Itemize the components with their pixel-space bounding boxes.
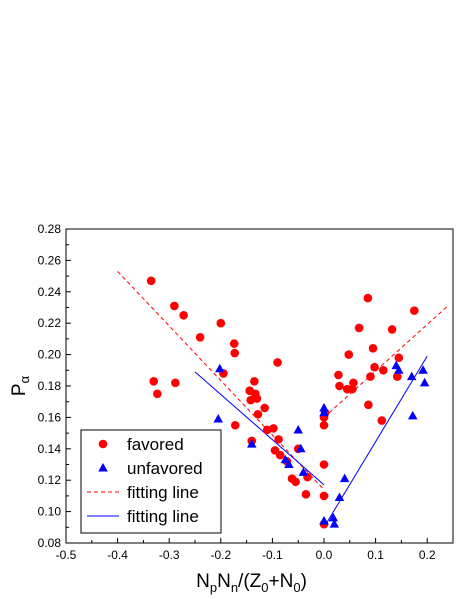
favored-point	[319, 420, 329, 430]
unfavored-point	[406, 371, 417, 381]
favored-point	[229, 339, 239, 348]
favored-point	[377, 416, 387, 425]
legend: favored unfavored fitting line fitting line	[80, 429, 222, 534]
favored-point	[394, 353, 404, 363]
y-tick-label: 0.16	[38, 410, 62, 424]
favored-point	[363, 293, 373, 303]
y-tick-label: 0.20	[38, 348, 62, 362]
favored-point	[349, 378, 358, 388]
unfavored-point	[247, 439, 257, 448]
unfavored-point	[339, 473, 350, 483]
legend-symbol-favored	[98, 439, 108, 449]
favored-point	[334, 370, 343, 380]
favored-point	[370, 362, 379, 372]
x-tick-label: -0.2	[210, 548, 231, 562]
favored-point	[230, 348, 240, 358]
unfavored-point	[293, 424, 303, 434]
y-tick-label: 0.28	[38, 222, 62, 236]
favored-point	[171, 378, 180, 388]
x-axis-label: NpNn/(Z0+N0)	[196, 571, 307, 595]
y-tick-label: 0.18	[38, 379, 62, 393]
favored-point	[216, 318, 226, 328]
legend-label: fitting line	[127, 483, 199, 502]
favored-point	[344, 350, 354, 359]
favored-point	[392, 372, 402, 381]
favored-point	[366, 372, 375, 381]
x-tick-label: -0.5	[56, 548, 77, 562]
favored-point	[291, 477, 300, 487]
favored-point	[153, 389, 162, 399]
favored-point	[253, 409, 263, 419]
unfavored-point	[329, 519, 340, 528]
unfavored-point	[419, 377, 430, 387]
favored-point	[149, 376, 159, 386]
fit-line-segment	[194, 371, 325, 486]
favored-point	[368, 344, 378, 353]
x-tick-label: 0.2	[419, 548, 436, 562]
favored-point	[250, 376, 259, 386]
favored-point	[387, 325, 397, 334]
favored-point	[252, 394, 262, 403]
y-tick-label: 0.26	[38, 253, 62, 267]
y-tick-label: 0.10	[38, 505, 62, 519]
plot-series	[117, 271, 449, 529]
favored-point	[273, 358, 282, 367]
x-tick-label: 0.0	[316, 548, 333, 562]
legend-symbol-unfavored	[98, 463, 108, 472]
x-tick-label: 0.1	[367, 548, 384, 562]
y-tick-label: 0.08	[38, 536, 62, 550]
y-tick-label: 0.14	[38, 442, 62, 456]
fit-line-segment	[117, 271, 325, 490]
favored-point	[319, 460, 329, 469]
legend-label: favored	[127, 435, 184, 454]
favored-point	[195, 333, 205, 342]
favored-point	[410, 306, 419, 315]
favored-point	[335, 381, 344, 391]
y-tick-label: 0.12	[38, 473, 62, 487]
unfavored-point	[319, 516, 329, 525]
favored-point	[319, 491, 329, 501]
unfavored-point	[213, 413, 223, 423]
favored-point	[354, 323, 364, 333]
favored-point	[364, 400, 373, 410]
unfavored-point	[296, 443, 306, 453]
y-tick-label: 0.24	[38, 285, 62, 299]
unfavored-point	[280, 454, 291, 464]
axes: -0.5 -0.4 -0.3 -0.2 -0.1 0.0 0.1 0.2 0.08 0.10 0.1…	[38, 222, 436, 562]
favored-point	[274, 435, 283, 444]
x-tick-label: -0.1	[262, 548, 283, 562]
unfavored-point	[334, 492, 345, 501]
unfavored-point	[319, 402, 329, 412]
unfavored-point	[408, 410, 418, 420]
favored-point	[260, 403, 269, 413]
unfavored-point	[284, 459, 294, 468]
y-tick-label: 0.22	[38, 316, 62, 330]
favored-point	[301, 490, 311, 499]
unfavored-point	[298, 467, 309, 476]
favored-point	[275, 450, 285, 460]
unfavored-point	[328, 512, 339, 522]
favored-point	[146, 276, 156, 286]
legend-label: fitting line	[127, 507, 199, 526]
favored-point	[179, 311, 188, 320]
legend-label: unfavored	[127, 459, 203, 478]
favored-point	[269, 424, 278, 433]
favored-point	[230, 420, 240, 430]
unfavored-point	[394, 365, 404, 374]
x-tick-label: -0.4	[107, 548, 128, 562]
unfavored-point	[418, 365, 428, 374]
x-tick-label: -0.3	[159, 548, 180, 562]
legend-items: favored unfavored fitting line fitting line	[87, 435, 203, 526]
fit-line-segment	[323, 305, 449, 418]
y-axis-label: Pα	[9, 375, 32, 396]
favored-point	[379, 366, 388, 375]
unfavored-point	[215, 363, 225, 373]
favored-point	[170, 301, 179, 311]
unfavored-point	[319, 407, 329, 417]
